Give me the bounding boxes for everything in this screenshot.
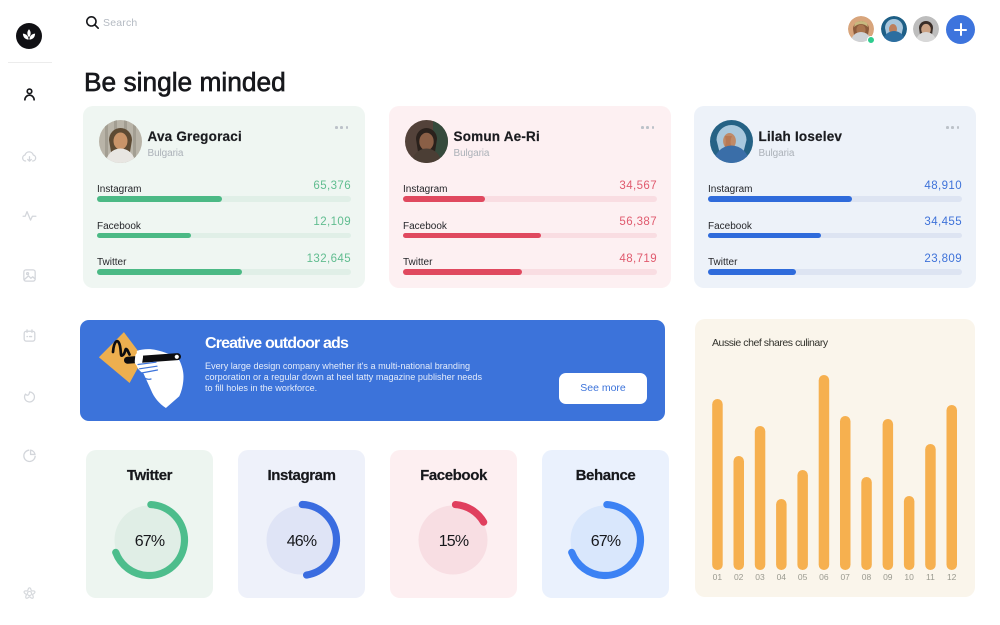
svg-text:02: 02 <box>734 572 744 582</box>
svg-text:12: 12 <box>947 572 957 582</box>
svg-text:04: 04 <box>777 572 787 582</box>
svg-text:11: 11 <box>926 572 935 582</box>
svg-text:03: 03 <box>755 572 765 582</box>
svg-text:09: 09 <box>883 572 893 582</box>
svg-text:10: 10 <box>904 572 914 582</box>
svg-text:07: 07 <box>840 572 850 582</box>
svg-text:05: 05 <box>798 572 808 582</box>
svg-text:01: 01 <box>713 572 723 582</box>
svg-text:08: 08 <box>862 572 872 582</box>
svg-text:06: 06 <box>819 572 829 582</box>
